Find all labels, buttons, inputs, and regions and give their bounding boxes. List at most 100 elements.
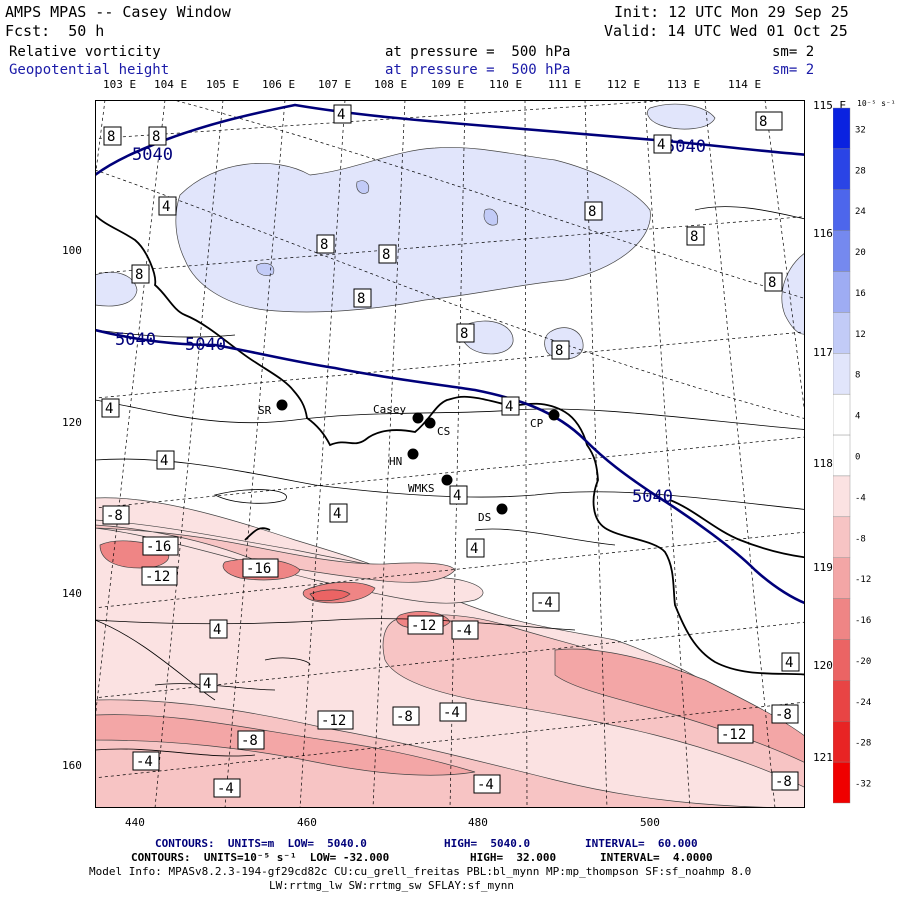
field2-smoothing: sm= 2 (772, 62, 815, 78)
colorbar-cell (833, 721, 851, 763)
station-ds[interactable]: DS (478, 503, 508, 525)
field2-name: Geopotential height (9, 62, 170, 78)
field1-name: Relative vorticity (9, 44, 161, 60)
svg-text:CS: CS (437, 425, 450, 438)
station-wmks[interactable]: WMKS (408, 474, 453, 496)
colorbar-label: 12 (855, 330, 866, 340)
lon-label: 105 E (206, 78, 240, 91)
height-label: 5040 (115, 330, 156, 350)
height-label-group: 5040 5040 5040 5040 5040 (115, 137, 706, 507)
vort-label: -8 (106, 508, 123, 524)
height-contour-high: HIGH= 5040.0 (444, 837, 531, 850)
model-info: Model Info: MPASv8.2.3-194-gf29cd82c CU:… (89, 865, 752, 878)
station-hn[interactable]: HN (389, 448, 419, 469)
lon-label: 103 E (103, 78, 137, 91)
vort-label: -4 (443, 705, 460, 721)
colorbar-label: -24 (855, 698, 871, 708)
colorbar-cell (833, 230, 851, 272)
y-tick: 140 (62, 587, 82, 600)
vort-label: -8 (241, 733, 258, 749)
strong-negative-vorticity (99, 540, 451, 630)
valid-time: Valid: 14 UTC Wed 01 Oct 25 (604, 22, 848, 40)
colorbar-cell (833, 680, 851, 722)
colorbar-label: -12 (855, 575, 871, 585)
colorbar: 32 28 24 20 16 12 8 4 0 -4 -8 -12 -16 -20 -24 -28 -32 10… (833, 99, 896, 804)
vort-contour-info: CONTOURS: UNITS=10⁻⁵ s⁻¹ LOW= -32.000 (131, 851, 390, 864)
colorbar-cell (833, 393, 851, 436)
station-casey[interactable]: Casey (373, 403, 424, 424)
vort-label: 4 (203, 676, 211, 692)
svg-text:SR: SR (258, 404, 272, 417)
plot-title: AMPS MPAS -- Casey Window (5, 3, 231, 21)
vort-label: 4 (213, 622, 221, 638)
station-cp[interactable]: CP (530, 409, 560, 431)
vort-label: 8 (759, 114, 767, 130)
vort-label: 4 (337, 107, 345, 123)
vort-label: -12 (145, 569, 170, 585)
lon-label: 109 E (431, 78, 465, 91)
svg-text:HN: HN (389, 455, 402, 468)
vort-label: -4 (536, 595, 553, 611)
vort-label: -4 (477, 777, 494, 793)
colorbar-cell (833, 475, 851, 518)
colorbar-cell (833, 434, 851, 477)
lon-label: 115 E (813, 99, 847, 112)
svg-text:CP: CP (530, 417, 544, 430)
height-label: 5040 (665, 137, 706, 157)
lon-label: 111 E (548, 78, 582, 91)
colorbar-cell (833, 271, 851, 313)
colorbar-cell (833, 107, 851, 150)
vort-label: 8 (152, 129, 160, 145)
positive-vorticity-shading (95, 103, 805, 360)
vort-contour-high: HIGH= 32.000 (470, 851, 557, 864)
colorbar-label: 16 (855, 289, 866, 299)
height-contour-info: CONTOURS: UNITS=m LOW= 5040.0 (155, 837, 367, 850)
colorbar-cell (833, 557, 851, 599)
x-tick: 460 (297, 816, 317, 829)
vort-label: 8 (690, 229, 698, 245)
vort-label: 8 (382, 247, 390, 263)
lon-label: 104 E (154, 78, 188, 91)
vort-label: 8 (768, 275, 776, 291)
field2-level: at pressure = 500 hPa (385, 62, 571, 78)
model-info-2: LW:rrtmg_lw SW:rrtmg_sw SFLAY:sf_mynn (269, 879, 515, 892)
init-time: Init: 12 UTC Mon 29 Sep 25 (614, 3, 849, 21)
vorticity-maxima-8 (256, 180, 498, 276)
lon-label: 106 E (262, 78, 296, 91)
vort-label: -4 (136, 754, 153, 770)
height-label: 5040 (185, 335, 226, 355)
height-contour-interval: INTERVAL= 60.000 (585, 837, 698, 850)
colorbar-cell (833, 189, 851, 231)
vort-label: 4 (657, 137, 665, 153)
station-cs[interactable]: CS (424, 417, 451, 439)
latlon-grid (95, 100, 805, 808)
colorbar-label: 24 (855, 207, 866, 217)
vort-label: 4 (505, 399, 513, 415)
colorbar-label: -16 (855, 616, 871, 626)
vorticity-height-map: 5040 5040 5040 5040 5040 8 8 4 8 8 8 8 8… (95, 100, 805, 808)
vort-label: -16 (146, 539, 171, 555)
vort-label: 8 (460, 326, 468, 342)
vort-label: -16 (246, 561, 271, 577)
vort-label: 4 (162, 199, 170, 215)
height-label: 5040 (632, 487, 673, 507)
colorbar-cell (833, 353, 851, 395)
colorbar-label: 28 (855, 166, 866, 176)
colorbar-label: -20 (855, 657, 871, 667)
vort-label: 8 (320, 237, 328, 253)
svg-text:Casey: Casey (373, 403, 406, 416)
vort-label: -12 (721, 727, 746, 743)
lon-label: 114 E (728, 78, 762, 91)
colorbar-label: 32 (855, 125, 866, 135)
station-sr[interactable]: SR (258, 399, 288, 418)
colorbar-label: 4 (855, 412, 860, 422)
field1-smoothing: sm= 2 (772, 44, 815, 60)
colorbar-label: -28 (855, 739, 871, 749)
lon-label: 108 E (374, 78, 408, 91)
forecast-hour: Fcst: 50 h (5, 22, 105, 40)
map-frame (95, 100, 805, 808)
vort-label: 8 (135, 267, 143, 283)
colorbar-cell (833, 516, 851, 558)
lon-label: 107 E (318, 78, 352, 91)
y-tick: 100 (62, 244, 82, 257)
